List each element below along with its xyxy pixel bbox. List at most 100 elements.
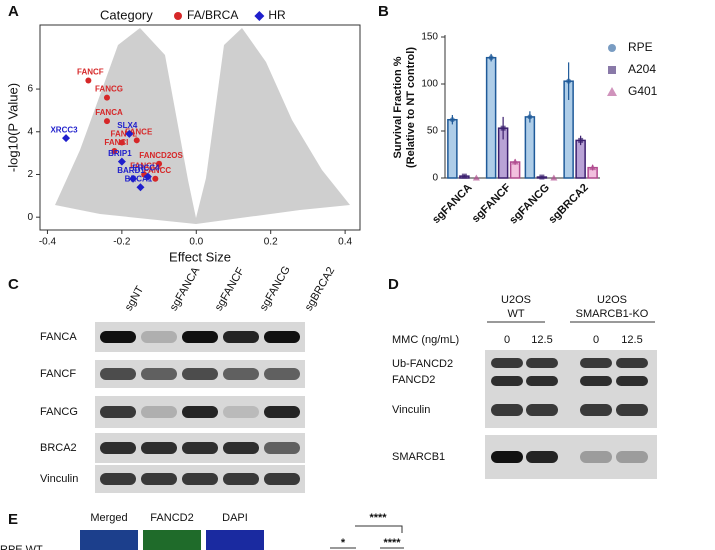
point-label: FANCG <box>95 85 123 94</box>
blot-band <box>223 442 259 454</box>
dose-label: 0 <box>593 334 599 346</box>
marker <box>103 94 110 101</box>
marker <box>449 117 455 123</box>
blot-band <box>182 331 218 343</box>
blot-band <box>526 404 558 416</box>
x-tick-label: 0.4 <box>338 237 352 248</box>
group-label: SMARCB1-KO <box>576 308 649 320</box>
marker <box>136 183 145 192</box>
blot-band <box>182 406 218 418</box>
blot-band <box>264 442 300 454</box>
panel-label: A <box>8 3 19 20</box>
marker <box>527 114 533 120</box>
point-label: FANCD2 <box>130 162 163 171</box>
blot-band <box>141 473 177 485</box>
panel-label: C <box>8 276 19 293</box>
legend-marker <box>608 66 616 74</box>
y-axis-label: Survival Fraction % <box>392 56 404 158</box>
point-label: FANCC <box>144 166 172 175</box>
channel-label: DAPI <box>222 512 248 524</box>
lane-label: sgFANCF <box>213 265 247 313</box>
panel-label: E <box>8 511 18 528</box>
significance: * <box>341 537 346 549</box>
blot-band <box>223 473 259 485</box>
bar <box>524 116 536 179</box>
blot-band <box>616 358 648 368</box>
blot-band <box>616 376 648 386</box>
significance: **** <box>383 537 401 549</box>
blot-band <box>580 358 612 368</box>
x-tick-label: sgBRCA2 <box>546 182 590 226</box>
blot-band <box>491 451 523 463</box>
row-label: Vinculin <box>392 404 430 416</box>
y-tick-label: 0 <box>432 173 438 184</box>
lane-label: sgNT <box>123 284 147 313</box>
legend-marker <box>254 11 265 21</box>
x-tick-label: -0.2 <box>113 237 131 248</box>
point-label: FANCF <box>77 68 104 77</box>
marker <box>125 129 134 138</box>
blot-band <box>491 404 523 416</box>
blot-band <box>616 404 648 416</box>
blot-band <box>100 473 136 485</box>
marker <box>472 174 480 181</box>
row-label: Ub-FANCD2 <box>392 358 453 370</box>
y-tick-label: 2 <box>27 169 33 180</box>
blot-band <box>526 451 558 463</box>
y-tick-label: 150 <box>421 32 438 43</box>
dose-label: 0 <box>504 334 510 346</box>
marker <box>111 147 118 154</box>
blot-band <box>580 404 612 416</box>
image-merged <box>80 530 138 550</box>
group-label: WT <box>507 308 524 320</box>
blot-band <box>100 368 136 380</box>
lane-label: sgFANCA <box>168 265 203 313</box>
row-label: FANCD2 <box>392 374 435 386</box>
blot-band <box>264 331 300 343</box>
marker <box>129 174 138 183</box>
marker <box>103 118 110 125</box>
blot-band <box>616 451 648 463</box>
blot-band <box>182 442 218 454</box>
legend-label: RPE <box>628 40 653 54</box>
image-dapi <box>206 530 264 550</box>
x-tick-label: -0.4 <box>39 237 57 248</box>
lane-label: sgFANCG <box>258 264 293 313</box>
x-tick-label: sgFANCG <box>507 182 552 227</box>
marker <box>85 77 92 84</box>
blot-band <box>100 442 136 454</box>
blot-band <box>264 406 300 418</box>
x-axis-label: Effect Size <box>169 249 231 264</box>
blot-band <box>223 331 259 343</box>
blot-band <box>580 376 612 386</box>
marker <box>133 137 140 144</box>
image-fancd2 <box>143 530 201 550</box>
dose-label: 12.5 <box>621 334 642 346</box>
legend-marker <box>608 44 616 52</box>
row-label: FANCF <box>40 368 76 380</box>
blot-band <box>141 406 177 418</box>
blot-band <box>100 331 136 343</box>
legend-marker <box>607 87 617 96</box>
marker <box>578 137 584 143</box>
marker <box>156 160 163 167</box>
bar <box>485 56 497 179</box>
point-label: FANCI <box>104 138 128 147</box>
marker <box>461 173 467 179</box>
legend-label: HR <box>268 8 286 22</box>
blot-band <box>223 406 259 418</box>
treatment-label: MMC (ng/mL) <box>392 334 459 346</box>
group-label: U2OS <box>501 294 531 306</box>
bar <box>575 139 586 179</box>
marker <box>117 157 126 166</box>
background-distribution <box>55 28 350 224</box>
blot-band <box>491 376 523 386</box>
row-label: RPE WT <box>0 544 43 550</box>
marker <box>550 174 558 181</box>
legend-label: G401 <box>628 84 658 98</box>
marker <box>566 78 572 84</box>
y-tick-label: 6 <box>27 84 33 95</box>
blot-band <box>580 451 612 463</box>
blot-band <box>182 368 218 380</box>
marker <box>488 55 494 61</box>
